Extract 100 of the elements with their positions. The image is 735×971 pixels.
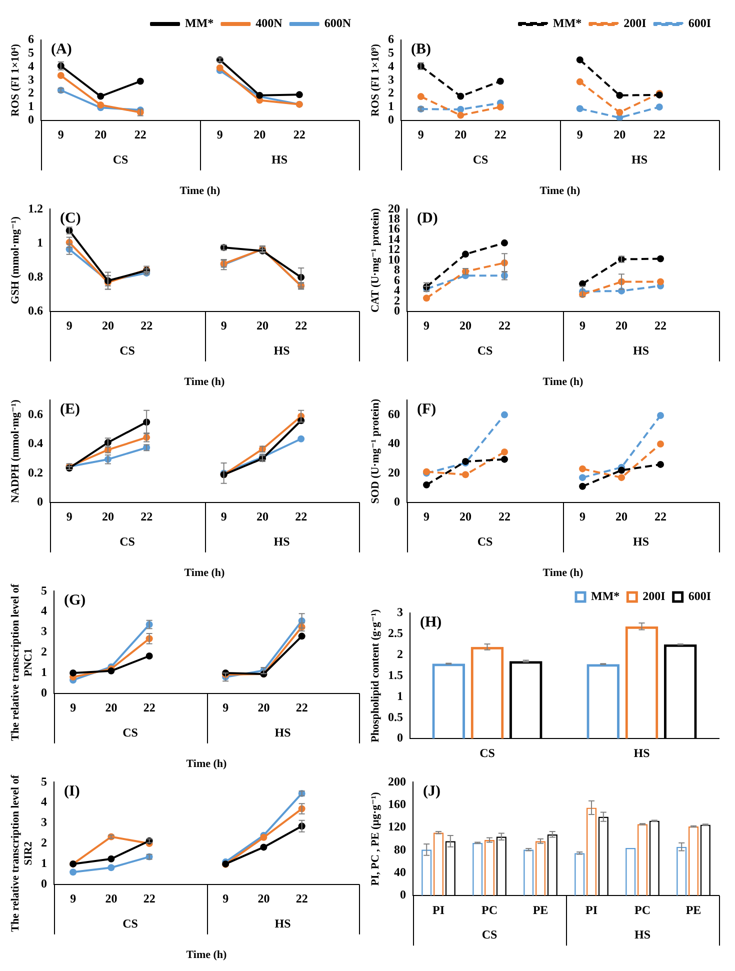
y-tick-label: 1 [41,665,47,680]
point [657,278,664,286]
x-tick-label: 22 [295,318,308,333]
x-tick-label: 22 [295,510,308,524]
y-axis-title: ROS (FI 1×10⁹) [369,44,382,116]
point [97,92,104,100]
y-tick-label: 2.5 [388,626,403,640]
x-tick-label: 9 [216,128,223,142]
x-tick-label: 22 [143,892,156,906]
point [501,448,508,456]
x-tick-label: 22 [654,510,666,524]
point [97,101,104,108]
y-axis-title: SOD (U·mg⁻¹ protein) [369,398,382,504]
y-tick-label: 1.5 [388,668,403,682]
point [457,106,464,113]
point [462,250,469,258]
x-tick-label: 9 [580,510,586,524]
x-axis-title: Time (h) [186,949,228,962]
y-tick-label: 20 [388,465,400,480]
y-tick-label: 1 [388,99,394,114]
y-tick-label: 2 [28,86,34,100]
chart-title: (A) [51,41,72,58]
y-tick-label: 1 [41,856,47,870]
chart-title: (J) [423,784,440,800]
x-tick-label: 20 [256,318,268,333]
y-tick-label: 80 [394,842,406,856]
x-tick-label: 20 [614,128,626,142]
x-tick-label: 9 [222,700,229,715]
point [501,456,508,463]
x-axis-title: Time (h) [180,185,221,198]
x-tick-label: 9 [424,510,430,524]
point [57,72,64,80]
legend-label: MM* [553,16,582,30]
chart-title: (G) [64,592,86,609]
y-tick-label: 5 [388,45,394,60]
x-tick-label: 9 [58,128,64,142]
point [462,471,469,478]
x-tick-label: 22 [140,510,153,524]
x-tick-label: 9 [70,700,76,715]
x-tick-label: 22 [654,318,666,333]
x-tick-label: PI [432,902,445,917]
y-tick-label: 6 [388,32,394,46]
text: HS [271,152,288,166]
y-tick-label: 0.6 [28,303,43,318]
point [496,78,504,85]
point [576,105,584,112]
x-tick-label: 22 [494,128,506,142]
x-axis-title: Time (h) [184,567,226,580]
y-tick-label: 160 [388,796,406,811]
legend-label: 600N [324,16,352,30]
x-tick-label: 20 [105,700,118,715]
y-tick-label: 0 [388,112,394,126]
x-tick-label: 22 [140,318,153,333]
point [576,78,584,86]
y-tick-label: 1 [397,688,403,703]
legend-label: 600I [688,16,712,30]
y-axis-title: NADPH (mmol·mg⁻¹) [9,399,22,504]
chart-title: (H) [420,614,442,630]
text: CS [120,343,136,358]
text: CS [477,534,493,548]
x-tick-label: 22 [498,510,510,524]
x-tick-label: 9 [220,510,227,524]
chart-title: (F) [417,402,436,418]
y-tick-label: 4 [41,794,47,809]
x-tick-label: 20 [102,510,114,524]
y-tick-label: 120 [388,820,406,834]
point [417,93,424,100]
x-tick-label: PC [634,902,650,917]
x-tick-label: 22 [134,128,146,142]
y-tick-label: 40 [394,865,406,880]
x-tick-label: 9 [580,318,586,333]
point [579,474,586,482]
y-tick-label: 1 [28,99,34,114]
x-tick-label: PE [532,902,548,917]
y-tick-label: 6 [28,32,34,46]
y-tick-label: 4 [41,604,47,618]
y-tick-label: 0 [37,494,43,508]
x-tick-label: 9 [576,128,583,142]
legend-label: 400N [256,16,283,30]
y-tick-label: 5 [28,45,34,60]
y-tick-label: 0 [41,685,47,700]
point [496,104,504,110]
x-tick-label: PC [482,902,498,917]
legend-label: 200I [642,589,666,604]
legend-label: MM* [591,589,620,604]
y-tick-label: 0 [397,730,403,745]
point [657,440,664,448]
y-tick-label: 0 [400,888,406,902]
y-tick-label: 2 [41,836,47,850]
point [579,465,586,472]
point [70,868,77,876]
x-axis-title: Time (h) [186,758,228,770]
text: HS [632,534,650,548]
point [136,78,144,85]
point [146,652,153,660]
y-axis-title: ROS (FI 1×10⁴) [9,44,22,116]
x-tick-label: 9 [66,510,72,524]
y-tick-label: 40 [388,436,400,450]
legend-label: MM* [185,16,214,30]
point [423,294,430,302]
